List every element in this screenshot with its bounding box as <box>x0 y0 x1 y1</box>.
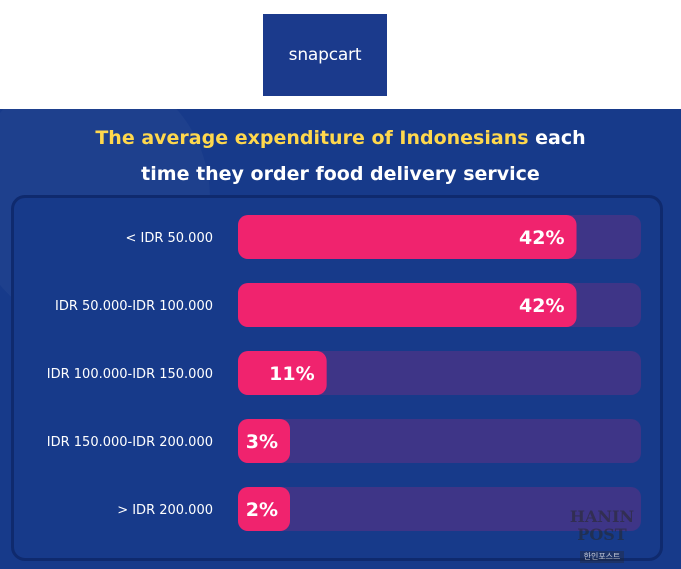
watermark-sub: 한인포스트 <box>579 551 625 563</box>
bar <box>238 487 290 531</box>
value-label: 2% <box>246 499 278 521</box>
logo-text: snapcart <box>288 45 362 65</box>
bar-chart: < IDR 50.000 42% IDR 50.000-IDR 100.000 42%… <box>47 215 641 531</box>
category-label: > IDR 200.000 <box>117 503 213 518</box>
bar-track <box>238 487 641 531</box>
value-label: 3% <box>246 431 278 453</box>
hanin-post-watermark: HANIN POST 한인포스트 <box>548 507 656 563</box>
chart-panel: The average expenditure of Indonesians e… <box>0 109 681 569</box>
bar <box>238 351 327 395</box>
title-rest-line1: each <box>528 127 586 149</box>
bar-track <box>238 351 641 395</box>
snapcart-logo: snapcart <box>263 14 387 96</box>
title-highlight: The average expenditure of Indonesians <box>95 127 529 149</box>
category-label: < IDR 50.000 <box>125 231 213 246</box>
value-label: 42% <box>519 295 564 317</box>
category-label: IDR 100.000-IDR 150.000 <box>47 367 213 382</box>
value-label: 42% <box>519 227 564 249</box>
watermark-main: HANIN POST <box>569 507 635 544</box>
value-label: 11% <box>269 363 314 385</box>
category-label: IDR 50.000-IDR 100.000 <box>55 299 213 314</box>
bar <box>238 419 290 463</box>
bar-track <box>238 419 641 463</box>
bar <box>238 283 577 327</box>
category-label: IDR 150.000-IDR 200.000 <box>47 435 213 450</box>
chart-frame: < IDR 50.000 42% IDR 50.000-IDR 100.000 42%… <box>11 195 663 561</box>
bar <box>238 215 577 259</box>
chart-title: The average expenditure of Indonesians e… <box>0 120 681 192</box>
title-line2: time they order food delivery service <box>141 163 540 185</box>
